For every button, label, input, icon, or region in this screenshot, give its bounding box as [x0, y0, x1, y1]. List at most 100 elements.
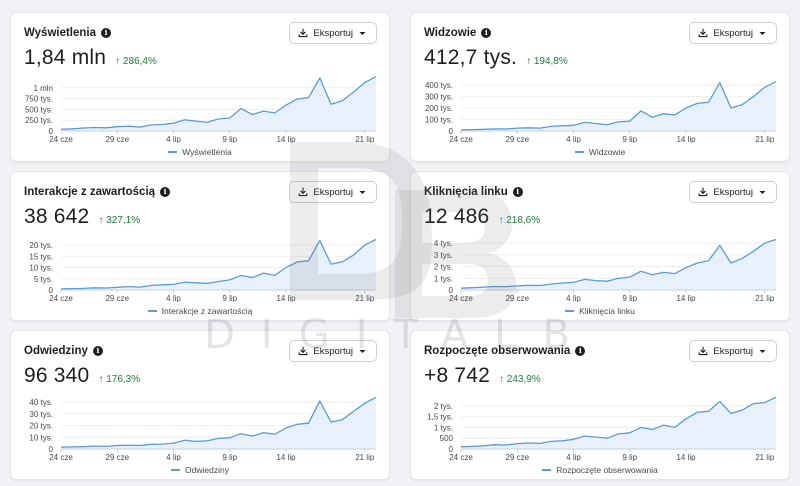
y-tick-label: 5 tys. [34, 275, 53, 284]
export-button[interactable]: Eksportuj [289, 22, 377, 44]
card-header: Widzowie i [424, 27, 777, 39]
y-tick-label: 4 tys. [434, 239, 453, 248]
export-button[interactable]: Eksportuj [689, 181, 777, 203]
x-tick-label: 9 lip [222, 453, 237, 461]
y-tick-label: 40 tys. [29, 398, 53, 407]
card-title: Odwiedziny [24, 345, 88, 357]
series-area [61, 239, 376, 290]
x-tick-label: 29 cze [105, 294, 129, 302]
x-tick-label: 4 lip [166, 453, 181, 461]
legend-label: Kliknięcia linku [579, 306, 635, 316]
x-tick-label: 24 cze [449, 294, 473, 302]
caret-down-icon [759, 190, 766, 194]
export-button-label: Eksportuj [713, 345, 753, 357]
metric-change: ↑ 286,4% [115, 56, 157, 67]
card-title: Widzowie [424, 27, 477, 39]
legend-label: Odwiedziny [185, 465, 229, 475]
metric-card-6: Rozpoczęte obserwowania i Eksportuj +8 7… [410, 330, 790, 480]
card-header: Wyświetlenia i [24, 27, 377, 39]
metric-card-5: Odwiedziny i Eksportuj 96 340 ↑ 176,3% 0… [10, 330, 390, 480]
y-tick-label: 500 [440, 434, 454, 443]
x-tick-label: 14 lip [676, 135, 696, 143]
export-button[interactable]: Eksportuj [289, 181, 377, 203]
line-chart: 0 10 tys. 20 tys. 30 tys. 40 tys. 24 cze 29 cz… [29, 396, 377, 461]
x-tick-label: 24 cze [49, 453, 73, 461]
x-tick-label: 14 lip [276, 294, 296, 302]
series-line [60, 238, 377, 290]
y-tick-label: 100 tys. [425, 116, 453, 125]
x-tick-label: 14 lip [276, 135, 296, 143]
x-tick-label: 24 cze [49, 294, 73, 302]
line-chart: 0 1 tys. 2 tys. 3 tys. 4 tys. 24 cze 29 cze 4 l… [434, 238, 777, 302]
y-tick-label: 750 tys. [25, 95, 53, 104]
metric-change: ↑ 176,3% [98, 374, 141, 385]
y-tick-label: 200 tys. [425, 104, 453, 113]
metric-row: 12 486 ↑ 218,6% [424, 205, 540, 229]
chart-legend: Wyświetlenia [11, 147, 389, 157]
x-tick-label: 9 lip [622, 135, 637, 143]
y-tick-label: 500 tys. [25, 105, 53, 114]
x-tick-label: 4 lip [166, 135, 181, 143]
download-icon [299, 187, 308, 197]
caret-down-icon [759, 31, 766, 35]
chart-legend: Widzowie [411, 147, 789, 157]
y-tick-label: 1 tys. [434, 274, 453, 283]
metric-row: +8 742 ↑ 243,9% [424, 364, 541, 388]
metric-change: ↑ 218,6% [498, 215, 541, 226]
metric-change: ↑ 194,8% [526, 56, 568, 67]
y-tick-label: 15 tys. [29, 252, 53, 261]
x-tick-label: 29 cze [105, 135, 129, 143]
metric-value: 12 486 [424, 205, 490, 228]
x-tick-label: 24 cze [449, 135, 473, 143]
chart-legend: Interakcje z zawartością [11, 306, 389, 316]
export-button-label: Eksportuj [313, 186, 353, 198]
info-icon[interactable]: i [512, 187, 523, 197]
x-tick-label: 4 lip [566, 294, 581, 302]
export-button[interactable]: Eksportuj [689, 22, 777, 44]
export-button[interactable]: Eksportuj [289, 340, 377, 362]
x-tick-label: 29 cze [105, 453, 129, 461]
caret-down-icon [359, 349, 366, 353]
series-line [60, 76, 377, 130]
caret-down-icon [759, 349, 766, 353]
x-tick-label: 21 lip [755, 294, 775, 302]
legend-swatch [168, 151, 178, 153]
info-icon[interactable]: i [160, 187, 171, 197]
x-tick-label: 21 lip [355, 135, 375, 143]
y-tick-label: 0 [49, 445, 54, 454]
y-tick-label: 250 tys. [25, 116, 53, 125]
x-tick-label: 9 lip [222, 135, 237, 143]
info-icon[interactable]: i [481, 28, 492, 38]
info-icon[interactable]: i [575, 346, 586, 356]
series-line [60, 396, 377, 448]
metric-value: 1,84 mln [24, 46, 107, 69]
legend-swatch [171, 469, 181, 471]
caret-down-icon [359, 31, 366, 35]
info-icon[interactable]: i [92, 346, 103, 356]
export-button[interactable]: Eksportuj [689, 340, 777, 362]
x-tick-label: 14 lip [276, 453, 296, 461]
legend-label: Wyświetlenia [182, 147, 232, 157]
metric-row: 1,84 mln ↑ 286,4% [24, 46, 157, 70]
line-chart: 0 5 tys. 10 tys. 15 tys. 20 tys. 24 cze 29 cze… [29, 238, 377, 302]
legend-swatch [574, 151, 584, 153]
metric-row: 38 642 ↑ 327,1% [24, 205, 140, 229]
series-area [461, 81, 776, 131]
x-tick-label: 4 lip [166, 294, 181, 302]
series-area [61, 397, 376, 449]
x-tick-label: 9 lip [622, 294, 637, 302]
download-icon [299, 346, 308, 356]
metric-card-2: Widzowie i Eksportuj 412,7 tys. ↑ 194,8%… [410, 12, 790, 162]
info-icon[interactable]: i [101, 28, 112, 38]
y-tick-label: 0 [449, 286, 454, 295]
metric-card-4: Kliknięcia linku i Eksportuj 12 486 ↑ 21… [410, 171, 790, 321]
legend-swatch [565, 310, 575, 312]
metric-value: 38 642 [24, 205, 90, 228]
download-icon [699, 187, 708, 197]
metric-card-1: Wyświetlenia i Eksportuj 1,84 mln ↑ 286,… [10, 12, 390, 162]
y-tick-label: 2 tys. [434, 263, 453, 272]
x-tick-label: 24 cze [49, 135, 73, 143]
y-tick-label: 0 [449, 127, 454, 136]
metric-value: +8 742 [424, 364, 491, 387]
chart-legend: Odwiedziny [11, 465, 389, 475]
